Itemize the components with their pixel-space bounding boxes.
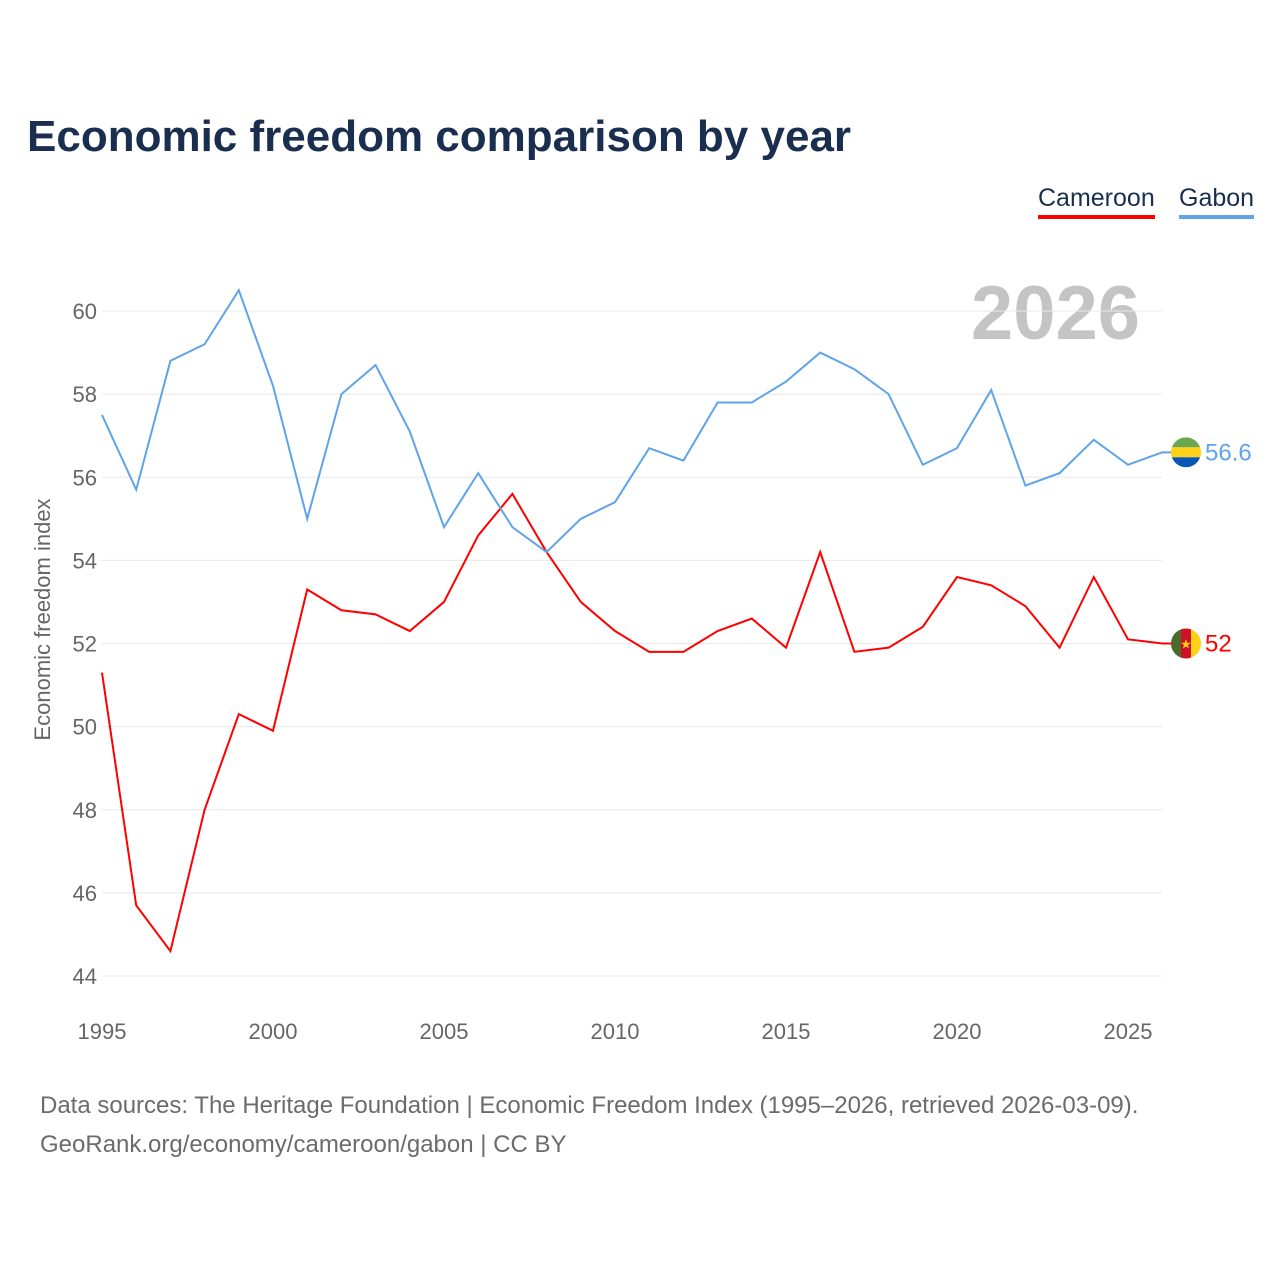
y-axis-label: Economic freedom index (30, 498, 55, 740)
gabon-flag-icon (1171, 437, 1201, 468)
x-tick-label: 2010 (591, 1019, 640, 1044)
source-line-2: GeoRank.org/economy/cameroon/gabon | CC … (40, 1131, 567, 1158)
x-tick-label: 1995 (78, 1019, 127, 1044)
end-value-label-cameroon: 52 (1205, 631, 1232, 658)
x-tick-label: 2015 (762, 1019, 811, 1044)
chart-title: Economic freedom comparison by year (27, 112, 852, 161)
x-tick-label: 2005 (420, 1019, 469, 1044)
cameroon-flag-icon: ★ (1171, 628, 1201, 659)
y-tick-label: 60 (73, 299, 97, 324)
y-tick-label: 54 (73, 548, 97, 573)
source-line-1: Data sources: The Heritage Foundation | … (40, 1092, 1139, 1119)
end-value-label-gabon: 56.6 (1205, 439, 1252, 466)
series-line-gabon (101, 287, 1173, 554)
y-tick-label: 48 (73, 798, 97, 823)
y-tick-label: 46 (73, 881, 97, 906)
current-year-label: 2026 (970, 271, 1140, 356)
y-tick-label: 50 (73, 715, 97, 740)
y-tick-label: 52 (73, 632, 97, 657)
legend-cameroon[interactable]: Cameroon (1038, 184, 1155, 219)
svg-text:★: ★ (1180, 637, 1192, 652)
y-tick-label: 56 (73, 465, 97, 490)
source-note: Data sources: The Heritage Foundation | … (40, 1086, 1138, 1164)
series-line-cameroon (101, 492, 1173, 954)
y-tick-label: 44 (73, 964, 97, 989)
legend-gabon[interactable]: Gabon (1179, 184, 1255, 219)
y-tick-label: 58 (73, 382, 97, 407)
x-tick-label: 2020 (933, 1019, 982, 1044)
x-tick-label: 2000 (249, 1019, 298, 1044)
x-tick-label: 2025 (1104, 1019, 1153, 1044)
